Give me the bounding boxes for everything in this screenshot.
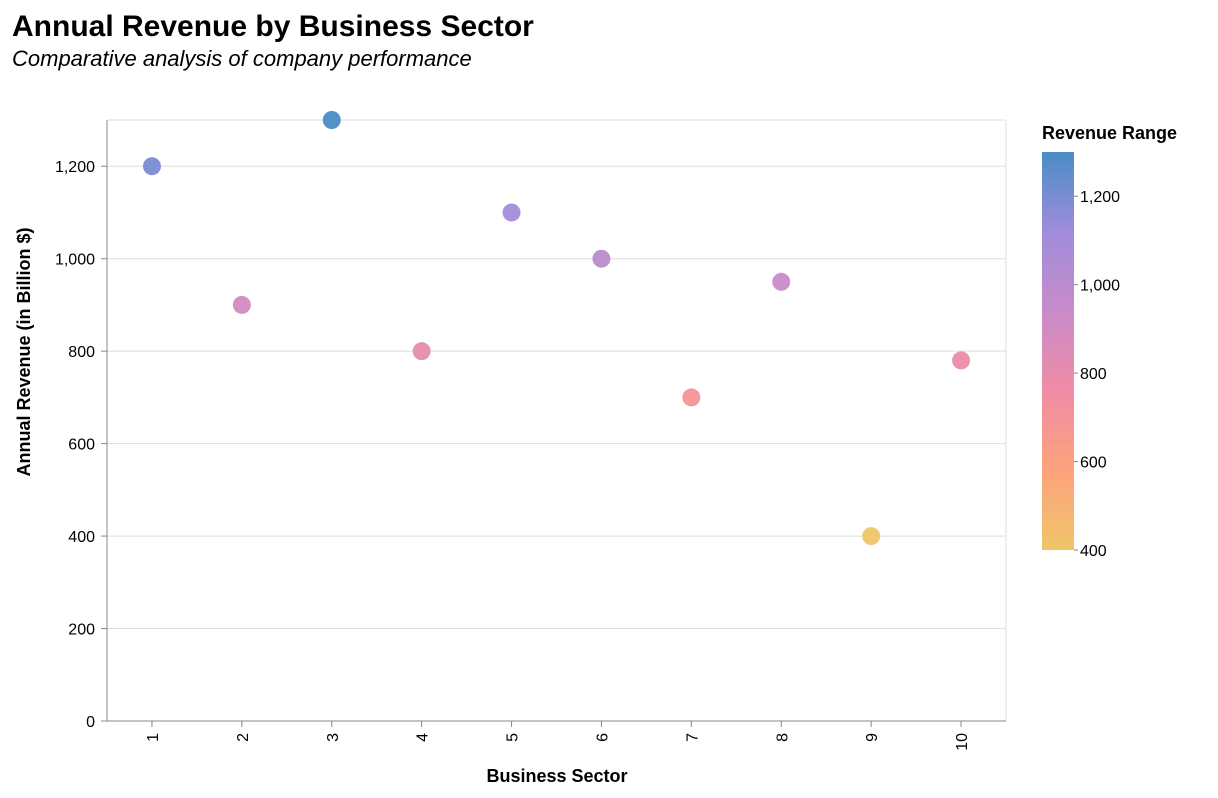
x-tick-label-6: 7 (684, 733, 701, 742)
data-point-1 (142, 157, 161, 176)
y-tick-label-5: 1,000 (55, 252, 95, 269)
y-axis-title: Annual Revenue (in Billion $) (14, 227, 34, 476)
axes (106, 120, 1006, 722)
data-point-10 (952, 351, 971, 370)
x-tick-label-9: 10 (954, 733, 971, 751)
data-point-2 (232, 295, 251, 314)
legend-gradient-bar (1042, 152, 1074, 550)
x-tick-label-2: 3 (325, 733, 342, 742)
x-tick-label-0: 1 (145, 733, 162, 742)
y-tick-label-0: 0 (86, 714, 95, 731)
data-points (142, 111, 971, 546)
chart-subtitle: Comparative analysis of company performa… (12, 46, 472, 71)
y-tick-label-2: 400 (68, 529, 95, 546)
x-tick-label-3: 4 (415, 733, 432, 742)
data-point-6 (592, 249, 611, 268)
data-point-7 (682, 388, 701, 407)
legend-ticks: 400 600 800 1,000 1,200 (1074, 189, 1120, 560)
legend-tick-label-0: 400 (1080, 543, 1107, 560)
data-point-8 (772, 272, 791, 291)
y-tick-label-4: 800 (68, 344, 95, 361)
x-tick-label-4: 5 (505, 733, 522, 742)
y-tick-label-6: 1,200 (55, 159, 95, 176)
x-tick-label-7: 8 (774, 733, 791, 742)
y-tick-label-1: 200 (68, 622, 95, 639)
chart-title: Annual Revenue by Business Sector (12, 10, 534, 43)
x-axis-ticks: 1 2 3 4 5 6 7 8 9 10 (145, 721, 971, 751)
legend-title: Revenue Range (1042, 123, 1177, 143)
x-tick-label-8: 9 (864, 733, 881, 742)
gridlines (107, 119, 1007, 722)
data-point-5 (502, 203, 521, 222)
data-point-3 (322, 111, 341, 129)
legend-tick-label-3: 1,000 (1080, 278, 1120, 295)
x-tick-label-1: 2 (235, 733, 252, 742)
legend-tick-label-2: 800 (1080, 366, 1107, 383)
y-axis-ticks: 0 200 400 600 800 1,000 1,200 (55, 159, 107, 731)
x-tick-label-5: 6 (594, 733, 611, 742)
color-legend: Revenue Range 400 600 800 1,000 1,200 (1042, 123, 1177, 560)
data-point-4 (412, 342, 431, 361)
legend-tick-label-1: 600 (1080, 455, 1107, 472)
x-axis-title: Business Sector (486, 766, 627, 786)
y-tick-label-3: 600 (68, 437, 95, 454)
data-point-9 (862, 527, 881, 546)
legend-tick-label-4: 1,200 (1080, 189, 1120, 206)
